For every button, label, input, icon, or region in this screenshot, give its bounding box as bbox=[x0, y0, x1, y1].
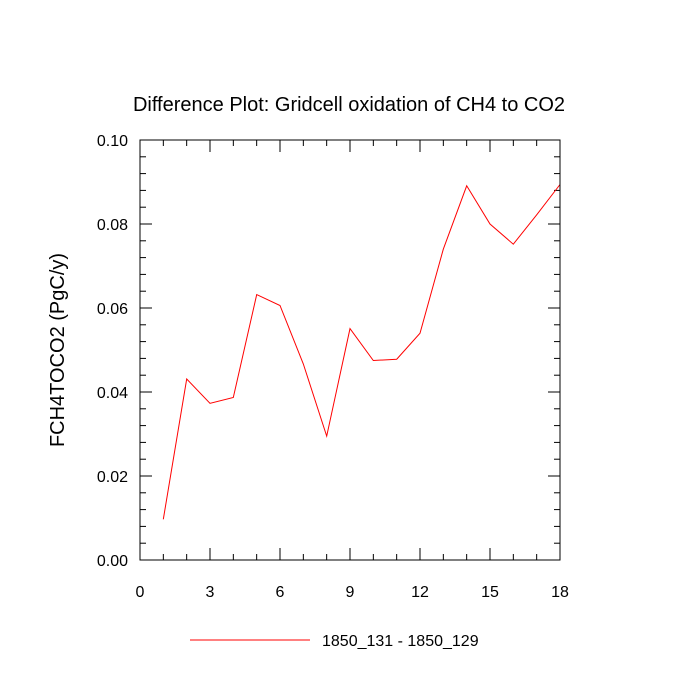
y-tick-label: 0.02 bbox=[97, 469, 128, 486]
chart-title: Difference Plot: Gridcell oxidation of C… bbox=[133, 94, 565, 116]
axis-ticks bbox=[139, 139, 561, 561]
x-tick-label: 3 bbox=[206, 584, 215, 601]
y-tick-label: 0.06 bbox=[97, 301, 128, 318]
legend-label: 1850_131 - 1850_129 bbox=[322, 633, 479, 650]
series-line bbox=[162, 184, 561, 520]
tick-labels: 0 3 6 9 12 15 18 0.00 0.02 0.04 0.06 0.08 0.10 bbox=[97, 133, 569, 601]
x-tick-label: 15 bbox=[481, 584, 499, 601]
y-tick-label: 0.00 bbox=[97, 553, 128, 570]
y-tick-label: 0.04 bbox=[97, 385, 128, 402]
x-tick-label: 12 bbox=[411, 584, 429, 601]
x-tick-label: 6 bbox=[276, 584, 285, 601]
y-axis-label: FCH4TOCO2 (PgC/y) bbox=[47, 253, 69, 447]
y-tick-label: 0.10 bbox=[97, 133, 128, 150]
series-layer bbox=[162, 184, 561, 520]
y-tick-label: 0.08 bbox=[97, 217, 128, 234]
legend: 1850_131 - 1850_129 bbox=[190, 633, 479, 650]
x-tick-label: 18 bbox=[551, 584, 569, 601]
x-tick-label: 0 bbox=[136, 584, 145, 601]
plot-frame bbox=[139, 139, 561, 561]
x-tick-label: 9 bbox=[346, 584, 355, 601]
